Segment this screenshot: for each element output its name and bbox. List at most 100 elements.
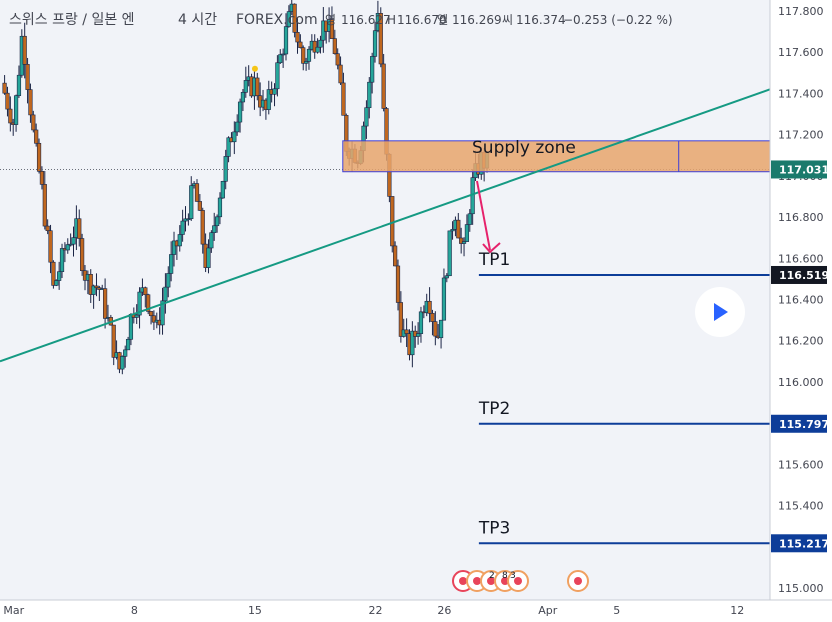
candle-body (415, 333, 421, 337)
candle-body (312, 40, 317, 53)
candle-body (441, 277, 447, 321)
price-tick-label: 115.400 (778, 500, 824, 513)
price-tick-label: 117.200 (778, 129, 824, 142)
play-icon[interactable] (714, 303, 728, 321)
candle-body (315, 46, 320, 53)
price-tick-label: 116.600 (778, 252, 824, 265)
candle-body (364, 107, 369, 127)
candle-body (28, 89, 33, 116)
candle-body (57, 271, 62, 281)
candle-body (390, 196, 395, 247)
candle-body (143, 287, 148, 296)
candle-body (206, 247, 211, 268)
candle-body (214, 216, 220, 227)
candle-body (36, 142, 42, 172)
candle-body (447, 230, 452, 277)
tp-label: TP3 (478, 518, 510, 538)
candle-body (169, 254, 174, 274)
candle-body (370, 56, 375, 83)
candle-body (255, 77, 260, 96)
candle-body (212, 225, 217, 233)
arrow-head (482, 242, 501, 254)
price-axis[interactable] (770, 0, 832, 600)
candle-body (464, 224, 470, 242)
header-low-label: 엘 (437, 13, 448, 27)
candle-body (281, 53, 286, 56)
candle-body (146, 294, 151, 312)
candle-body (456, 219, 461, 239)
price-tick-label: 116.200 (778, 335, 824, 348)
header-low: 116.269 (452, 13, 502, 27)
candle-body (163, 286, 168, 302)
candle-body (194, 183, 200, 202)
candle-body (272, 88, 277, 95)
candle-body (467, 213, 472, 225)
price-tags: 117.031 116.519 115.797 115.217 (771, 160, 829, 553)
time-tick-label: Mar (3, 604, 24, 617)
candle-body (398, 302, 403, 337)
candle-body (237, 101, 243, 123)
candle-body (329, 19, 335, 39)
candle-body (151, 315, 157, 323)
time-axis[interactable] (0, 600, 832, 622)
header-high-label: H (387, 13, 396, 27)
trendline[interactable] (0, 88, 771, 363)
candle-body (418, 311, 424, 334)
candle-body (306, 48, 312, 62)
play-button[interactable] (695, 287, 745, 337)
time-tick-label: 15 (248, 604, 262, 617)
current-price-tag-bg (771, 160, 827, 179)
event-icon-dot (574, 577, 582, 585)
time-tick-label: 12 (730, 604, 744, 617)
candle-body (301, 47, 306, 64)
tp-price-tag-bg (771, 265, 827, 284)
candle-body (16, 74, 22, 96)
marker-dot (251, 65, 258, 72)
header-interval: 4 시간 (178, 12, 217, 28)
candle-body (13, 95, 19, 125)
candle-body (48, 230, 53, 263)
price-tick-label: 116.000 (778, 376, 824, 389)
candle-body (160, 300, 165, 326)
candle-body (395, 265, 401, 303)
candle-body (186, 218, 191, 221)
candle-body (128, 314, 134, 340)
candle-body (444, 275, 449, 279)
candle-body (220, 180, 225, 199)
candle-body (304, 61, 309, 64)
candle-body (318, 39, 323, 48)
candle-body (123, 349, 128, 357)
candle-body (68, 243, 73, 246)
candle-body (298, 41, 303, 48)
candle-body (197, 201, 202, 211)
candle-body (177, 234, 182, 247)
tp-price-tag-bg (771, 414, 827, 433)
time-tick-label: 5 (613, 604, 620, 617)
candle-body (410, 330, 415, 356)
candle-body (8, 108, 13, 124)
candle-body (51, 261, 56, 286)
candle-body (77, 218, 82, 239)
event-badge-c: 3 (510, 571, 516, 581)
tp-price-tag-bg (771, 534, 827, 553)
time-tick-label: 26 (437, 604, 451, 617)
candle-body (31, 114, 36, 131)
tp-price-tag: 116.519 (779, 269, 829, 282)
candle-body (235, 121, 240, 133)
candle-body (283, 26, 289, 55)
candle-body (5, 92, 10, 110)
header-symbol: 스위스 프랑 / 일본 엔 (9, 12, 135, 28)
candle-body (292, 3, 297, 33)
candle-body (367, 81, 372, 109)
price-tick-label: 115.600 (778, 458, 824, 471)
price-tick-label: 117.400 (778, 87, 824, 100)
supply-zone[interactable] (342, 140, 771, 173)
event-icon-dot (501, 577, 509, 585)
candle-body (341, 82, 346, 116)
candle-body (34, 129, 39, 144)
candle-body (22, 35, 27, 65)
header-high: 116.670 (397, 13, 447, 27)
candle-body (39, 171, 45, 185)
